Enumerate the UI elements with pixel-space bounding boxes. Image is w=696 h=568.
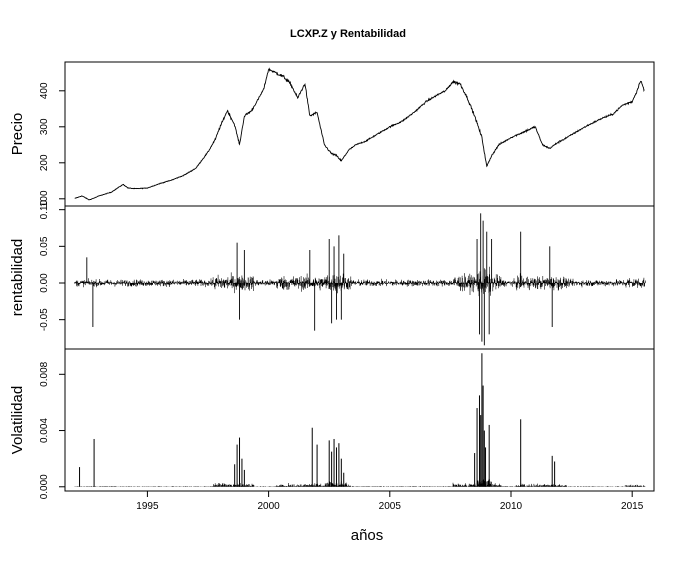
returns-noise	[74, 266, 646, 297]
panel-frame	[64, 205, 655, 350]
y-tick-label: 100	[39, 190, 50, 207]
x-tick-label: 2005	[379, 501, 402, 512]
volatility-noise	[74, 478, 646, 487]
panel-frame	[64, 348, 655, 492]
y-tick-label: 0.008	[39, 361, 50, 386]
panel-returns: -0.05 0.00 0.05 0.10 rentabilidad	[9, 199, 655, 350]
x-tick-label: 2015	[621, 501, 644, 512]
y-tick-label: -0.05	[39, 308, 50, 331]
y-axis-title: Precio	[9, 113, 26, 156]
y-axis-title: rentabilidad	[9, 239, 26, 317]
panel-price: 100 200 300 400 Precio	[9, 61, 655, 207]
y-tick-label: 400	[39, 82, 50, 99]
price-line	[74, 67, 645, 201]
panel-frame	[64, 61, 655, 207]
y-tick-label: 0.000	[39, 474, 50, 499]
x-tick-label: 2000	[257, 501, 280, 512]
y-tick-label: 0.10	[39, 199, 50, 219]
y-tick-label: 200	[39, 154, 50, 171]
y-tick-label: 0.05	[39, 236, 50, 256]
chart-title: LCXP.Z y Rentabilidad	[290, 28, 406, 40]
y-tick-label: 300	[39, 118, 50, 135]
x-tick-label: 1995	[136, 501, 159, 512]
y-axis-title: Volatilidad	[9, 386, 26, 454]
panel-volatility: 0.000 0.004 0.008 Volatilidad 1995 2000 2005 20…	[9, 348, 655, 512]
y-tick-label: 0.004	[39, 418, 50, 443]
y-tick-label: 0.00	[39, 273, 50, 293]
panels: 100 200 300 400 Precio -0.05 0.00 0.05 0.10 renta…	[9, 61, 655, 512]
x-tick-label: 2010	[500, 501, 523, 512]
x-axis-title: años	[351, 527, 384, 544]
